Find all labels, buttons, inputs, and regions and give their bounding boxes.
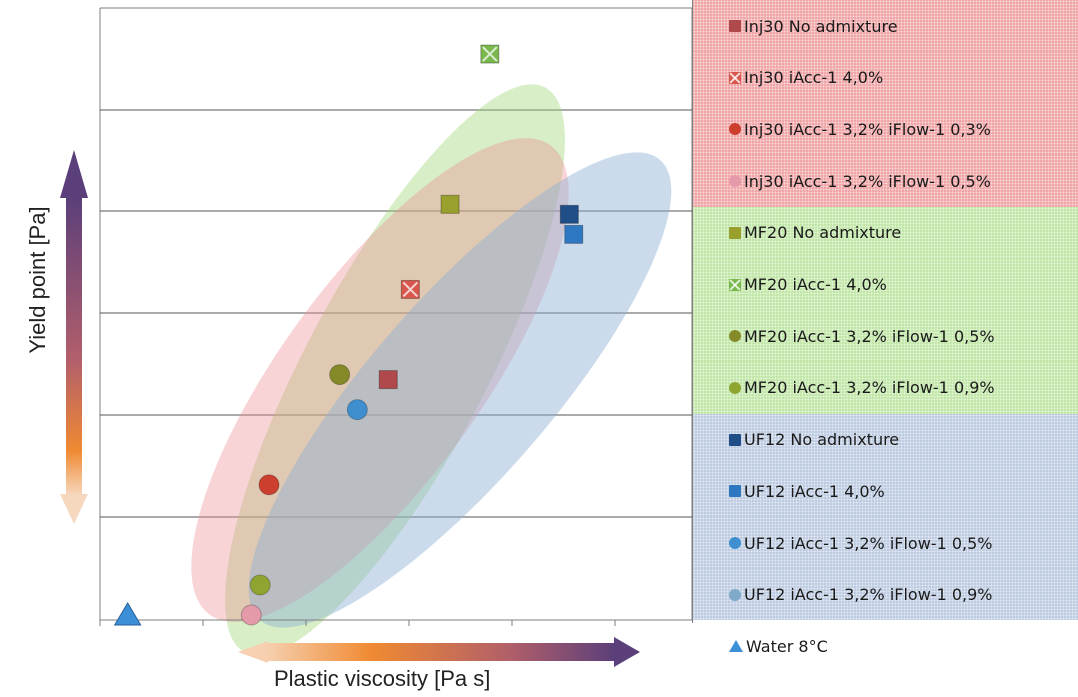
legend-marker xyxy=(729,20,741,32)
legend-marker xyxy=(729,123,741,136)
legend-item: Inj30 iAcc-1 3,2% iFlow-1 0,3% xyxy=(693,103,1078,156)
legend-marker xyxy=(729,485,741,498)
legend-item: Inj30 iAcc-1 4,0% xyxy=(693,51,1078,104)
legend-marker xyxy=(729,226,741,239)
marker-inj30-iacc-1-4-0-0 xyxy=(400,279,420,299)
marker-uf12-no-admixture-0 xyxy=(559,204,579,224)
legend-item: MF20 iAcc-1 4,0% xyxy=(693,258,1078,311)
marker-uf12-iacc-1-4-0-0 xyxy=(564,224,584,244)
marker-mf20-iacc-1-3-2-iflow-1-0-5-0 xyxy=(329,364,351,386)
legend-item: MF20 No admixture xyxy=(693,206,1078,259)
legend-marker xyxy=(729,175,741,188)
ellipse-blue-group xyxy=(248,152,672,628)
legend-label: UF12 iAcc-1 3,2% iFlow-1 0,5% xyxy=(744,533,993,553)
legend-item: UF12 No admixture xyxy=(693,413,1078,466)
legend: Inj30 No admixture Inj30 iAcc-1 4,0% Inj30… xyxy=(692,0,1078,673)
marker-mf20-no-admixture-0 xyxy=(440,194,460,214)
x-direction-arrow xyxy=(238,637,640,667)
legend-marker xyxy=(729,537,741,549)
legend-item: MF20 iAcc-1 3,2% iFlow-1 0,9% xyxy=(693,361,1078,414)
legend-item: Inj30 No admixture xyxy=(693,0,1078,52)
legend-label: UF12 iAcc-1 3,2% iFlow-1 0,9% xyxy=(744,585,993,605)
legend-label: UF12 iAcc-1 4,0% xyxy=(744,481,885,501)
legend-label: MF20 iAcc-1 3,2% iFlow-1 0,5% xyxy=(744,326,995,346)
legend-label: MF20 iAcc-1 3,2% iFlow-1 0,9% xyxy=(744,378,995,398)
legend-label: Inj30 iAcc-1 4,0% xyxy=(744,68,884,88)
marker-inj30-iacc-1-3-2-iflow-1-0-5-0 xyxy=(240,604,262,626)
legend-marker xyxy=(729,588,741,601)
gridlines xyxy=(100,109,692,518)
legend-marker xyxy=(729,330,741,343)
legend-marker xyxy=(729,278,741,291)
y-axis-title: Yield point [Pa] xyxy=(25,206,50,354)
legend-item: UF12 iAcc-1 3,2% iFlow-1 0,5% xyxy=(693,517,1078,569)
data-markers xyxy=(113,44,584,626)
legend-label: MF20 iAcc-1 4,0% xyxy=(744,275,887,294)
legend-item: Water 8°C xyxy=(693,620,1078,673)
marker-inj30-iacc-1-3-2-iflow-1-0-3-0 xyxy=(258,474,280,496)
y-direction-arrow xyxy=(60,150,88,524)
legend-label: Inj30 iAcc-1 3,2% iFlow-1 0,5% xyxy=(744,171,991,191)
legend-label: MF20 No admixture xyxy=(744,223,902,243)
legend-marker xyxy=(729,71,741,84)
ellipse-green-group xyxy=(225,84,565,656)
x-axis-title: Plastic viscosity [Pa s] xyxy=(274,666,491,691)
legend-item: MF20 iAcc-1 3,2% iFlow-1 0,5% xyxy=(693,310,1078,363)
marker-water-8-c-0 xyxy=(113,602,142,626)
legend-marker xyxy=(729,640,743,653)
legend-item: UF12 iAcc-1 3,2% iFlow-1 0,9% xyxy=(693,568,1078,621)
marker-mf20-iacc-1-3-2-iflow-1-0-9-0 xyxy=(249,574,271,596)
legend-label: Inj30 No admixture xyxy=(744,16,898,36)
legend-label: Inj30 iAcc-1 3,2% iFlow-1 0,3% xyxy=(744,119,991,139)
legend-item: Inj30 iAcc-1 3,2% iFlow-1 0,5% xyxy=(693,155,1078,208)
legend-label: Water 8°C xyxy=(746,636,828,656)
legend-marker xyxy=(729,381,741,394)
marker-inj30-no-admixture-0 xyxy=(378,370,398,390)
legend-marker xyxy=(729,433,741,446)
marker-mf20-iacc-1-4-0-0 xyxy=(480,44,500,64)
marker-uf12-iacc-1-3-2-iflow-1-0-5-0 xyxy=(346,399,368,421)
group-ellipses xyxy=(191,84,672,656)
legend-item: UF12 iAcc-1 4,0% xyxy=(693,465,1078,518)
legend-label: UF12 No admixture xyxy=(744,430,900,450)
